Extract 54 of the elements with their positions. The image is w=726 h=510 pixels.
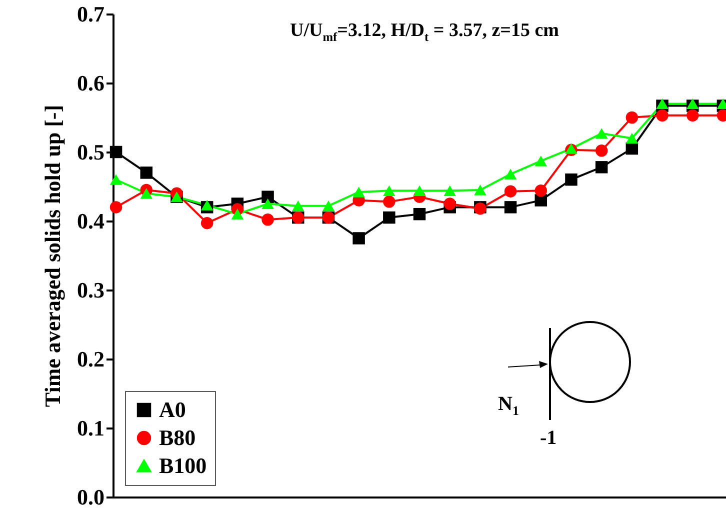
- point: [626, 111, 638, 124]
- point: [595, 128, 608, 139]
- point: [444, 185, 456, 196]
- annotation: N$_{1}$: [498, 393, 519, 419]
- annotation: -1: [540, 427, 557, 450]
- point: [504, 201, 517, 214]
- point: [595, 161, 608, 174]
- point: [140, 166, 153, 179]
- y-tick-label: 0.0: [77, 484, 104, 510]
- point: [504, 168, 517, 180]
- point: [262, 190, 274, 203]
- legend-label: A0: [159, 397, 186, 422]
- y-tick-label: 0.2: [77, 346, 104, 372]
- point: [413, 208, 426, 220]
- y-tick-label: 0.4: [77, 208, 104, 234]
- point: [656, 109, 668, 122]
- point: [200, 216, 214, 230]
- point: [383, 196, 396, 208]
- point: [626, 132, 638, 144]
- point: [110, 174, 122, 185]
- point: [322, 200, 335, 212]
- point: [200, 200, 214, 210]
- y-tick-label: 0.3: [77, 278, 104, 302]
- point: [292, 200, 304, 212]
- point: [413, 185, 426, 196]
- point: [110, 146, 122, 158]
- point: [262, 198, 274, 210]
- point: [444, 198, 456, 210]
- point: [686, 109, 699, 122]
- point: [595, 144, 608, 157]
- point: [140, 188, 153, 199]
- point: [686, 98, 699, 110]
- point: [352, 232, 365, 244]
- point: [262, 214, 274, 226]
- point: [656, 98, 668, 110]
- y-tick-label: 0.5: [77, 140, 104, 164]
- point: [534, 184, 548, 197]
- annotation: U/U$_{mf}$=3.12, H/D$_{t}$ = 3.57, z=15 cm: [290, 20, 559, 45]
- legend-label: B100: [159, 453, 207, 478]
- legend-label: B80: [159, 425, 196, 450]
- y-axis-title: Time averaged solids hold up [-]: [40, 104, 65, 408]
- point: [534, 156, 548, 166]
- point: [231, 208, 244, 220]
- point: [504, 185, 517, 198]
- y-tick-label: 0.6: [77, 70, 104, 96]
- point: [110, 201, 122, 214]
- point: [474, 184, 486, 196]
- y-tick-label: 0.7: [77, 2, 104, 26]
- y-tick-label: 0.1: [77, 416, 104, 440]
- point: [383, 211, 396, 224]
- point: [565, 173, 578, 186]
- point: [352, 186, 365, 198]
- point: [565, 143, 578, 154]
- point: [383, 185, 396, 196]
